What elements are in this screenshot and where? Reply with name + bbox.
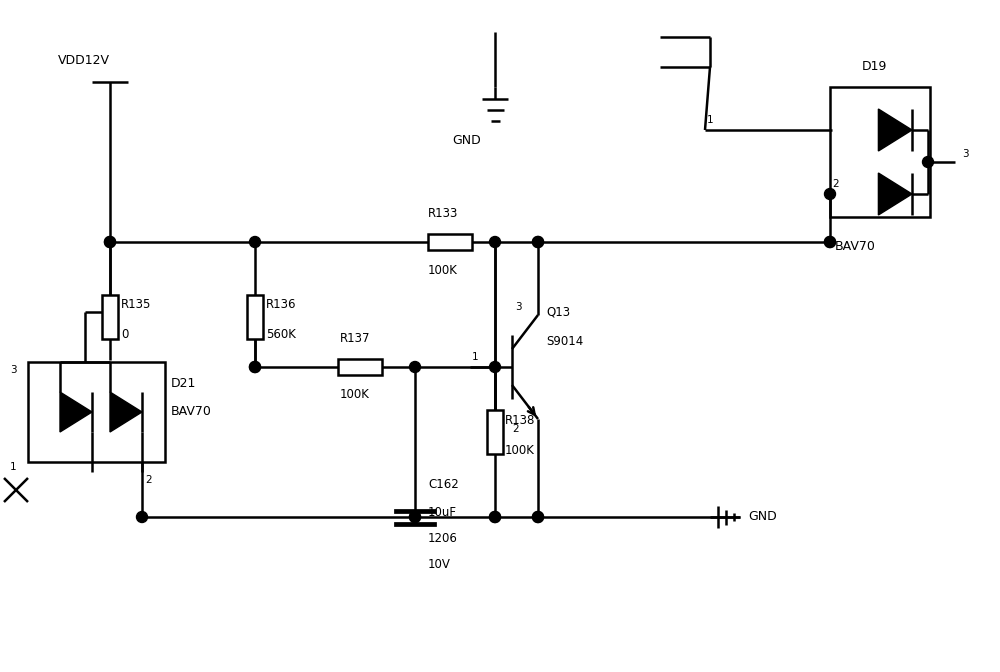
Bar	[487, 410, 503, 454]
Text: 10uF: 10uF	[428, 505, 457, 519]
Circle shape	[249, 362, 260, 372]
Text: 3: 3	[962, 149, 969, 159]
Text: D19: D19	[862, 60, 887, 73]
Polygon shape	[878, 109, 912, 151]
Circle shape	[532, 237, 544, 247]
Text: R133: R133	[428, 208, 458, 220]
Text: VDD12V: VDD12V	[58, 54, 110, 67]
Bar	[428, 234, 472, 250]
Circle shape	[490, 511, 501, 523]
Text: 3: 3	[10, 365, 17, 375]
Circle shape	[825, 237, 836, 247]
Circle shape	[410, 511, 421, 523]
Circle shape	[136, 511, 148, 523]
Circle shape	[104, 237, 116, 247]
Text: 2: 2	[832, 179, 839, 189]
Circle shape	[104, 237, 116, 247]
Circle shape	[532, 237, 544, 247]
Text: R138: R138	[505, 413, 535, 427]
Circle shape	[825, 189, 836, 200]
Polygon shape	[878, 173, 912, 215]
Text: R136: R136	[266, 298, 296, 312]
Bar	[28, 362, 165, 462]
Bar	[102, 295, 118, 339]
Text: R137: R137	[340, 333, 370, 345]
Text: 10V: 10V	[428, 558, 451, 571]
Circle shape	[490, 511, 501, 523]
Text: 100K: 100K	[505, 444, 535, 456]
Text: BAV70: BAV70	[171, 405, 212, 419]
Text: 1: 1	[10, 462, 17, 472]
Text: 1: 1	[472, 352, 479, 362]
Text: 1206: 1206	[428, 532, 458, 546]
Bar	[830, 87, 930, 217]
Text: 100K: 100K	[340, 388, 370, 401]
Text: C162: C162	[428, 478, 459, 491]
Text: S9014: S9014	[546, 335, 583, 349]
Circle shape	[825, 237, 836, 247]
Circle shape	[532, 511, 544, 523]
Text: 3: 3	[515, 302, 522, 312]
Circle shape	[923, 157, 934, 167]
Polygon shape	[110, 392, 142, 432]
Polygon shape	[60, 392, 92, 432]
Circle shape	[249, 237, 260, 247]
Text: 100K: 100K	[428, 263, 458, 276]
Text: GND: GND	[453, 134, 481, 146]
Text: D21: D21	[171, 378, 196, 390]
Text: BAV70: BAV70	[835, 241, 876, 253]
Text: GND: GND	[748, 511, 777, 523]
Circle shape	[532, 511, 544, 523]
Text: 2: 2	[145, 475, 152, 485]
Bar	[338, 359, 382, 375]
Text: 2: 2	[512, 424, 519, 434]
Circle shape	[490, 237, 501, 247]
Text: R135: R135	[121, 298, 151, 312]
Circle shape	[249, 362, 260, 372]
Text: 0: 0	[121, 329, 128, 341]
Text: 560K: 560K	[266, 329, 296, 341]
Bar	[247, 295, 263, 339]
Circle shape	[410, 362, 421, 372]
Text: Q13: Q13	[546, 306, 570, 319]
Text: 1: 1	[707, 115, 714, 125]
Circle shape	[490, 362, 501, 372]
Circle shape	[410, 511, 421, 523]
